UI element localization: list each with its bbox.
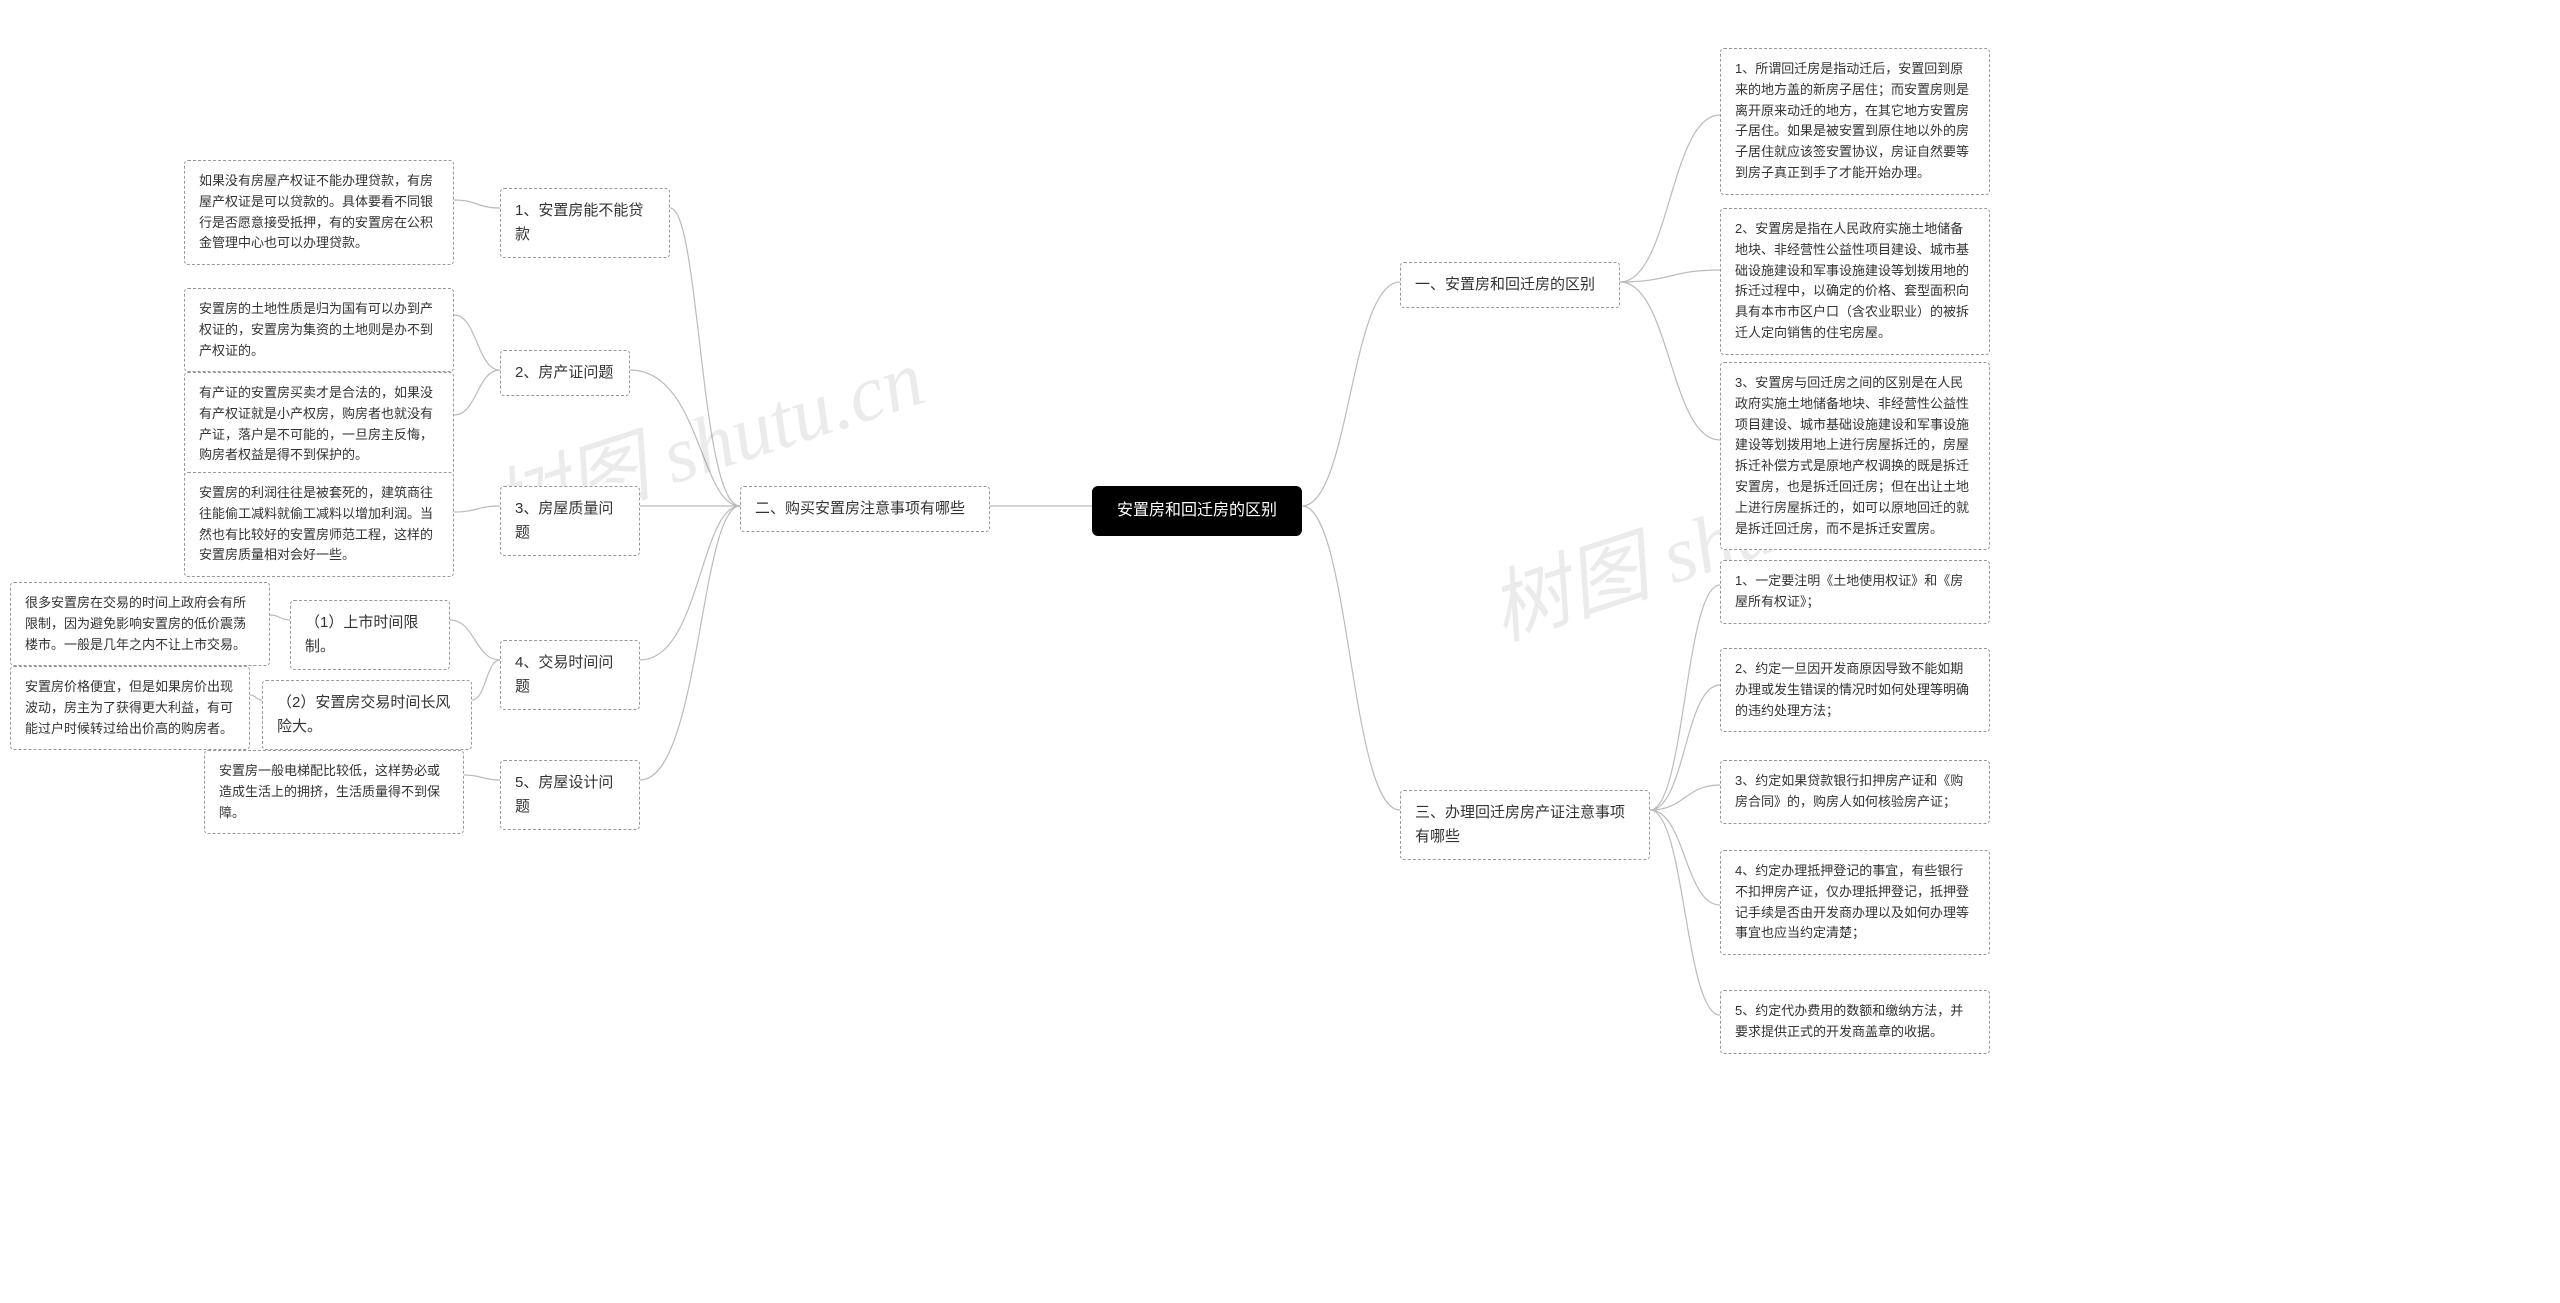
leaf-l5-1: 安置房一般电梯配比较低，这样势必或造成生活上的拥挤，生活质量得不到保障。 (204, 750, 464, 834)
leaf-l3-1: 安置房的利润往往是被套死的，建筑商往往能偷工减料就偷工减料以增加利润。当然也有比… (184, 472, 454, 577)
mindmap-canvas: 树图 shutu.cn 树图 shutu.cn 安置房和回迁房的区别 一、安置房… (0, 0, 2560, 1303)
leaf-r2-3: 3、约定如果贷款银行扣押房产证和《购房合同》的，购房人如何核验房产证； (1720, 760, 1990, 824)
leaf-l2-2: 有产证的安置房买卖才是合法的，如果没有产权证就是小产权房，购房者也就没有产证，落… (184, 372, 454, 477)
leaf-r2-5: 5、约定代办费用的数额和缴纳方法，并要求提供正式的开发商盖章的收据。 (1720, 990, 1990, 1054)
sub-l5[interactable]: 5、房屋设计问题 (500, 760, 640, 830)
leaf-r2-4: 4、约定办理抵押登记的事宜，有些银行不扣押房产证，仅办理抵押登记，抵押登记手续是… (1720, 850, 1990, 955)
sub-l2[interactable]: 2、房产证问题 (500, 350, 630, 396)
leaf-l1-1: 如果没有房屋产权证不能办理贷款，有房屋产权证是可以贷款的。具体要看不同银行是否愿… (184, 160, 454, 265)
leaf-r2-2: 2、约定一旦因开发商原因导致不能如期办理或发生错误的情况时如何处理等明确的违约处… (1720, 648, 1990, 732)
leaf-r1-3: 3、安置房与回迁房之间的区别是在人民政府实施土地储备地块、非经营性公益性项目建设… (1720, 362, 1990, 550)
leaf-l4-1: 很多安置房在交易的时间上政府会有所限制，因为避免影响安置房的低价震荡楼市。一般是… (10, 582, 270, 666)
branch-r2[interactable]: 三、办理回迁房房产证注意事项有哪些 (1400, 790, 1650, 860)
sub-l4-2[interactable]: （2）安置房交易时间长风险大。 (262, 680, 472, 750)
leaf-r1-2: 2、安置房是指在人民政府实施土地储备地块、非经营性公益性项目建设、城市基础设施建… (1720, 208, 1990, 355)
sub-l1[interactable]: 1、安置房能不能贷款 (500, 188, 670, 258)
leaf-l4-2: 安置房价格便宜，但是如果房价出现波动，房主为了获得更大利益，有可能过户时候转过给… (10, 666, 250, 750)
sub-l3[interactable]: 3、房屋质量问题 (500, 486, 640, 556)
leaf-l2-1: 安置房的土地性质是归为国有可以办到产权证的，安置房为集资的土地则是办不到产权证的… (184, 288, 454, 372)
leaf-r2-1: 1、一定要注明《土地使用权证》和《房屋所有权证》； (1720, 560, 1990, 624)
root-node[interactable]: 安置房和回迁房的区别 (1092, 486, 1302, 536)
branch-l[interactable]: 二、购买安置房注意事项有哪些 (740, 486, 990, 532)
sub-l4-1[interactable]: （1）上市时间限制。 (290, 600, 450, 670)
leaf-r1-1: 1、所谓回迁房是指动迁后，安置回到原来的地方盖的新房子居住；而安置房则是离开原来… (1720, 48, 1990, 195)
branch-r1[interactable]: 一、安置房和回迁房的区别 (1400, 262, 1620, 308)
sub-l4[interactable]: 4、交易时间问题 (500, 640, 640, 710)
